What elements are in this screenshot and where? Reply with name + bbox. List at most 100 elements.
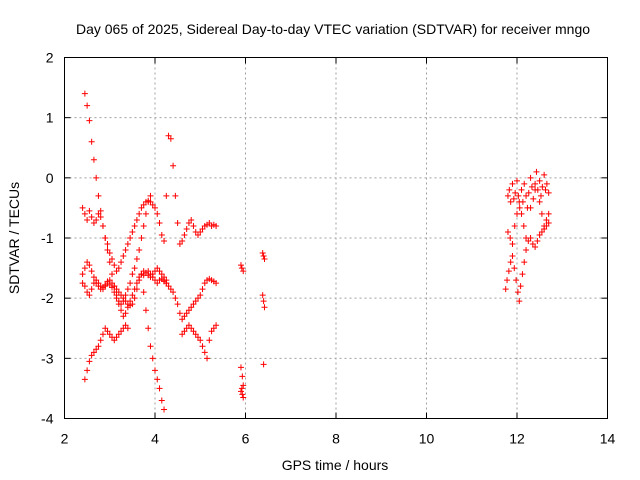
data-point bbox=[147, 192, 154, 199]
data-point bbox=[506, 186, 513, 193]
data-point bbox=[106, 250, 113, 257]
data-point bbox=[147, 343, 154, 350]
data-point bbox=[204, 355, 211, 362]
data-point bbox=[136, 247, 143, 254]
data-point bbox=[86, 207, 93, 214]
data-point bbox=[539, 183, 546, 190]
data-point bbox=[167, 135, 174, 142]
data-point bbox=[140, 222, 147, 229]
data-point bbox=[122, 247, 129, 254]
data-point bbox=[528, 183, 535, 190]
data-point bbox=[541, 222, 548, 229]
data-point bbox=[145, 325, 152, 332]
data-point bbox=[183, 310, 190, 317]
series-track-b bbox=[147, 132, 220, 248]
data-point bbox=[95, 280, 102, 287]
data-point bbox=[84, 259, 91, 266]
data-point bbox=[124, 304, 131, 311]
data-point bbox=[149, 355, 156, 362]
data-point bbox=[543, 216, 550, 223]
data-point bbox=[545, 210, 552, 217]
data-point bbox=[133, 280, 140, 287]
data-point bbox=[122, 322, 129, 329]
data-point bbox=[111, 337, 118, 344]
data-point bbox=[167, 286, 174, 293]
data-point bbox=[532, 244, 539, 251]
data-point bbox=[118, 307, 125, 314]
data-point bbox=[213, 322, 220, 329]
data-point bbox=[142, 307, 149, 314]
data-point bbox=[93, 346, 100, 353]
y-tick-label: 0 bbox=[46, 170, 54, 186]
plot-frame bbox=[64, 57, 608, 419]
data-point bbox=[81, 90, 88, 97]
data-point bbox=[127, 235, 134, 241]
data-point bbox=[152, 204, 158, 211]
data-point bbox=[138, 235, 145, 241]
data-point bbox=[113, 334, 120, 341]
data-point bbox=[99, 286, 106, 293]
data-point bbox=[99, 331, 106, 338]
data-point bbox=[86, 292, 93, 299]
data-point bbox=[124, 286, 131, 293]
data-point bbox=[174, 301, 181, 308]
data-point bbox=[88, 138, 95, 145]
data-point bbox=[136, 210, 143, 217]
data-point bbox=[509, 253, 516, 260]
data-point bbox=[115, 301, 122, 308]
data-point bbox=[131, 295, 138, 302]
data-point bbox=[237, 388, 244, 395]
data-point bbox=[527, 204, 534, 211]
data-point bbox=[206, 337, 213, 344]
data-point bbox=[106, 259, 113, 266]
data-point bbox=[521, 259, 528, 266]
data-point bbox=[192, 331, 199, 338]
data-point bbox=[527, 174, 534, 181]
data-point bbox=[106, 331, 113, 338]
data-point bbox=[131, 265, 138, 272]
y-tick-label: -1 bbox=[41, 230, 54, 246]
data-point bbox=[520, 222, 527, 229]
series-track-c bbox=[79, 197, 152, 275]
data-point bbox=[84, 289, 91, 296]
data-point bbox=[530, 195, 537, 202]
data-point bbox=[97, 337, 104, 344]
data-point bbox=[79, 280, 86, 287]
data-point bbox=[194, 334, 201, 341]
data-point bbox=[502, 286, 509, 293]
y-tick-label: -2 bbox=[41, 290, 54, 306]
data-point bbox=[95, 192, 102, 199]
data-point bbox=[523, 192, 530, 199]
data-point bbox=[259, 250, 266, 257]
data-point bbox=[179, 316, 186, 323]
data-point bbox=[140, 289, 147, 296]
series-track-l bbox=[504, 168, 552, 211]
y-tick-label: -3 bbox=[41, 350, 54, 366]
data-point bbox=[136, 274, 143, 281]
data-point bbox=[536, 198, 543, 205]
data-point bbox=[149, 201, 156, 208]
data-point bbox=[149, 274, 156, 281]
data-point bbox=[199, 343, 206, 350]
data-point bbox=[523, 247, 530, 254]
data-point bbox=[514, 177, 520, 184]
data-point bbox=[261, 304, 268, 311]
data-point bbox=[536, 231, 543, 238]
y-axis-title: SDTVAR / TECUs bbox=[6, 182, 22, 294]
data-point bbox=[161, 277, 168, 284]
data-point bbox=[88, 268, 95, 275]
data-point bbox=[133, 216, 140, 223]
data-point bbox=[129, 228, 136, 235]
data-point bbox=[532, 180, 539, 187]
data-point bbox=[147, 271, 154, 278]
data-point bbox=[183, 225, 190, 232]
data-point bbox=[84, 102, 91, 109]
data-point bbox=[505, 268, 512, 275]
data-point bbox=[109, 271, 116, 278]
x-tick-label: 10 bbox=[419, 431, 435, 447]
data-point bbox=[179, 238, 186, 245]
data-point bbox=[541, 171, 548, 178]
data-point bbox=[213, 280, 220, 287]
data-point bbox=[201, 280, 208, 287]
